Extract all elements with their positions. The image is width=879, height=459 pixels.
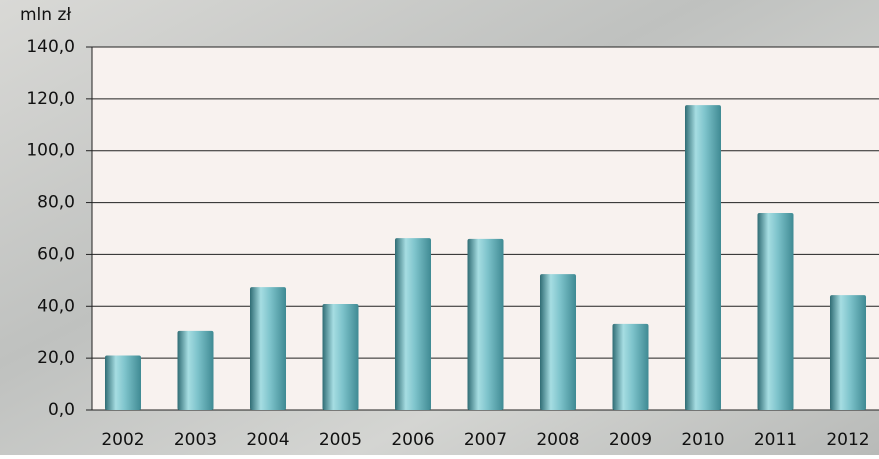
y-tick-label: 120,0 [26,89,75,109]
x-tick-label: 2005 [319,430,362,450]
y-tick-label: 100,0 [26,141,75,161]
y-tick-label: 20,0 [37,348,75,368]
y-tick-label: 80,0 [37,193,75,213]
x-tick-label: 2010 [681,430,724,450]
x-tick-label: 2012 [826,430,869,450]
bar [177,330,214,410]
x-tick-label: 2004 [246,430,289,450]
bar [105,355,141,410]
y-axis-unit: mln zł [20,5,71,25]
bar [322,303,359,410]
x-tick-label: 2002 [101,430,144,450]
x-tick-label: 2009 [609,430,652,450]
y-tick-label: 60,0 [37,244,75,264]
x-tick-label: 2003 [174,430,217,450]
bar [250,287,286,410]
bar [467,238,504,410]
x-tick-label: 2007 [464,430,507,450]
y-tick-label: 0,0 [48,400,75,420]
bar [685,105,721,410]
bar [612,323,649,410]
x-tick-label: 2008 [536,430,579,450]
bar [830,295,866,410]
bar [395,238,431,410]
bar [757,212,794,410]
x-tick-label: 2011 [754,430,797,450]
x-tick-label: 2006 [391,430,434,450]
bar [540,274,576,410]
y-tick-label: 40,0 [37,296,75,316]
y-tick-label: 140,0 [26,37,75,57]
